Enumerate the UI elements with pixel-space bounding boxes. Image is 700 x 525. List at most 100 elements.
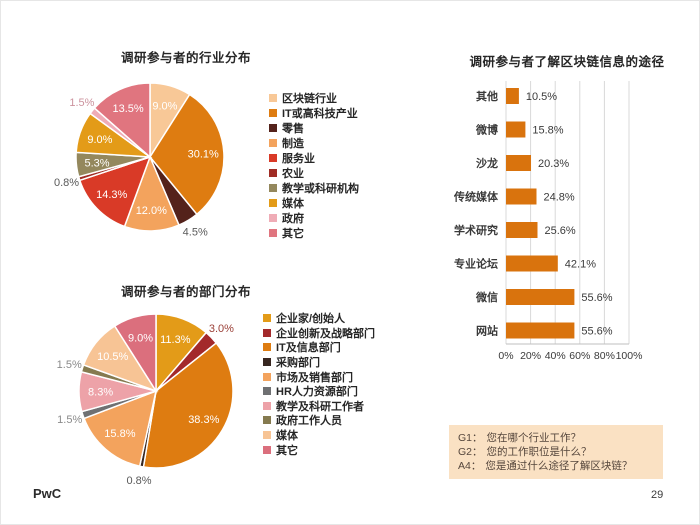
question-line: A4： 您是通过什么途径了解区块链？	[458, 459, 654, 473]
bar-value-label: 55.6%	[581, 292, 612, 304]
legend-item: 政府	[269, 210, 359, 225]
legend-label: 媒体	[282, 197, 304, 210]
legend-swatch	[263, 314, 271, 323]
question-text: 您的工作职位是什么？	[486, 446, 592, 458]
bar	[506, 121, 526, 138]
legend-swatch	[263, 431, 271, 440]
question-text: 您在哪个行业工作？	[486, 432, 582, 444]
bar-category-label: 微博	[475, 123, 498, 137]
bar-category-label: 微信	[475, 290, 498, 304]
x-axis-tick-label: 40%	[545, 350, 566, 362]
pie-slice-label: 1.5%	[57, 414, 82, 426]
bar-value-label: 20.3%	[538, 158, 569, 170]
legend-swatch	[269, 213, 277, 222]
bar	[506, 255, 558, 272]
pie-slice-label: 11.3%	[160, 334, 191, 346]
question-text: 您是通过什么途径了解区块链？	[485, 460, 633, 472]
legend-swatch	[269, 108, 277, 117]
pie-slice-label: 9.0%	[87, 134, 112, 146]
department-pie-chart: 11.3% 3.0% 38.3% 0.8% 15.8% 1.5% 8.3% 1.5% 10.5%…	[57, 313, 234, 487]
pie-slice-label: 13.5%	[112, 103, 143, 115]
bar-value-label: 24.8%	[544, 192, 575, 204]
bar-category-label: 专业论坛	[454, 257, 498, 271]
x-axis-tick-label: 0%	[498, 350, 513, 362]
legend-label: 企业家/创始人	[276, 313, 346, 326]
legend-label: 零售	[282, 122, 304, 135]
page-number: 29	[651, 489, 664, 501]
legend-label: 服务业	[282, 152, 315, 165]
legend-label: 媒体	[276, 430, 298, 443]
legend-label: 其它	[282, 227, 304, 240]
legend-swatch	[263, 387, 271, 396]
pie-slice-label: 5.3%	[84, 157, 109, 169]
legend-item: 媒体	[263, 428, 375, 443]
pie-slice-label: 15.8%	[104, 428, 135, 440]
question-line: G2： 您的工作职位是什么？	[458, 445, 654, 459]
legend-swatch	[263, 358, 271, 367]
legend-swatch	[269, 123, 277, 132]
survey-questions-box: G1： 您在哪个行业工作？ G2： 您的工作职位是什么？ A4： 您是通过什么途径了解…	[449, 425, 663, 479]
question-id: A4：	[458, 460, 482, 472]
industry-chart-title: 调研参与者的行业分布	[120, 51, 251, 65]
department-legend: 企业家/创始人 企业创新及战略部门 IT及信息部门 采购部门 市场及销售部门 HR人力资源…	[263, 311, 375, 457]
question-id: G2：	[458, 446, 483, 458]
legend-label: 制造	[282, 137, 304, 150]
legend-label: 教学及科研工作者	[276, 400, 364, 413]
legend-item: 采购部门	[263, 355, 375, 370]
legend-swatch	[269, 183, 277, 192]
legend-label: IT或高科技产业	[282, 107, 358, 120]
legend-item: 市场及销售部门	[263, 369, 375, 384]
bar	[506, 289, 575, 305]
bar-value-label: 55.6%	[581, 326, 612, 338]
pwc-logo: PwC	[33, 486, 62, 501]
legend-item: IT或高科技产业	[269, 105, 359, 120]
legend-swatch	[263, 328, 271, 337]
bar	[506, 155, 531, 171]
legend-item: HR人力资源部门	[263, 384, 375, 399]
pie-slice-label: 4.5%	[183, 227, 208, 239]
pie-slice-label: 0.8%	[126, 475, 151, 487]
legend-item: 媒体	[269, 195, 359, 210]
bar	[506, 188, 537, 205]
x-axis-tick-label: 60%	[569, 350, 590, 362]
bar-value-label: 25.6%	[545, 225, 576, 237]
pie-slice-label: 10.5%	[97, 351, 128, 363]
pie-slice-label: 3.0%	[209, 323, 234, 335]
question-id: G1：	[458, 432, 483, 444]
legend-label: HR人力资源部门	[276, 386, 358, 399]
pie-slice	[83, 389, 158, 468]
pie-slice-label: 9.0%	[152, 101, 177, 113]
x-axis-tick-label: 20%	[520, 350, 541, 362]
pie-slice	[149, 93, 225, 216]
x-axis-tick-label: 80%	[594, 350, 615, 362]
bar-value-label: 15.8%	[532, 125, 563, 137]
bar	[506, 222, 538, 238]
pie-slice-label: 38.3%	[188, 414, 219, 426]
legend-label: IT及信息部门	[276, 342, 341, 355]
legend-item: 服务业	[269, 150, 359, 165]
legend-item: 企业创新及战略部门	[263, 326, 375, 341]
pie-slice-label: 8.3%	[88, 386, 113, 398]
bar-value-label: 10.5%	[526, 91, 557, 103]
legend-swatch	[263, 372, 271, 381]
pie-slice-label: 12.0%	[136, 205, 167, 217]
legend-label: 区块链行业	[282, 92, 337, 105]
bar-category-label: 学术研究	[454, 223, 498, 237]
pie-slice-label: 0.8%	[54, 177, 79, 189]
legend-item: 农业	[269, 165, 359, 180]
legend-swatch	[263, 416, 271, 425]
legend-swatch	[269, 228, 277, 237]
department-chart-title: 调研参与者的部门分布	[120, 285, 251, 299]
legend-swatch	[269, 138, 277, 147]
bar-category-label: 其他	[476, 89, 498, 103]
bar-category-label: 网站	[476, 324, 498, 338]
industry-legend: 区块链行业 IT或高科技产业 零售 制造 服务业 农业 教学或科研机构 媒体 政府 其它	[269, 90, 359, 240]
legend-swatch	[263, 401, 271, 410]
pie-slice	[78, 155, 152, 228]
channels-bar-chart: 0% 20% 40% 60% 80% 100% 其他 10.5% 微博 15.8% 沙龙 20.3% 传…	[453, 81, 642, 362]
legend-swatch	[269, 168, 277, 177]
legend-label: 政府	[282, 212, 304, 225]
question-line: G1： 您在哪个行业工作？	[458, 431, 654, 445]
legend-swatch	[269, 93, 277, 102]
bar-value-label: 42.1%	[565, 259, 596, 271]
